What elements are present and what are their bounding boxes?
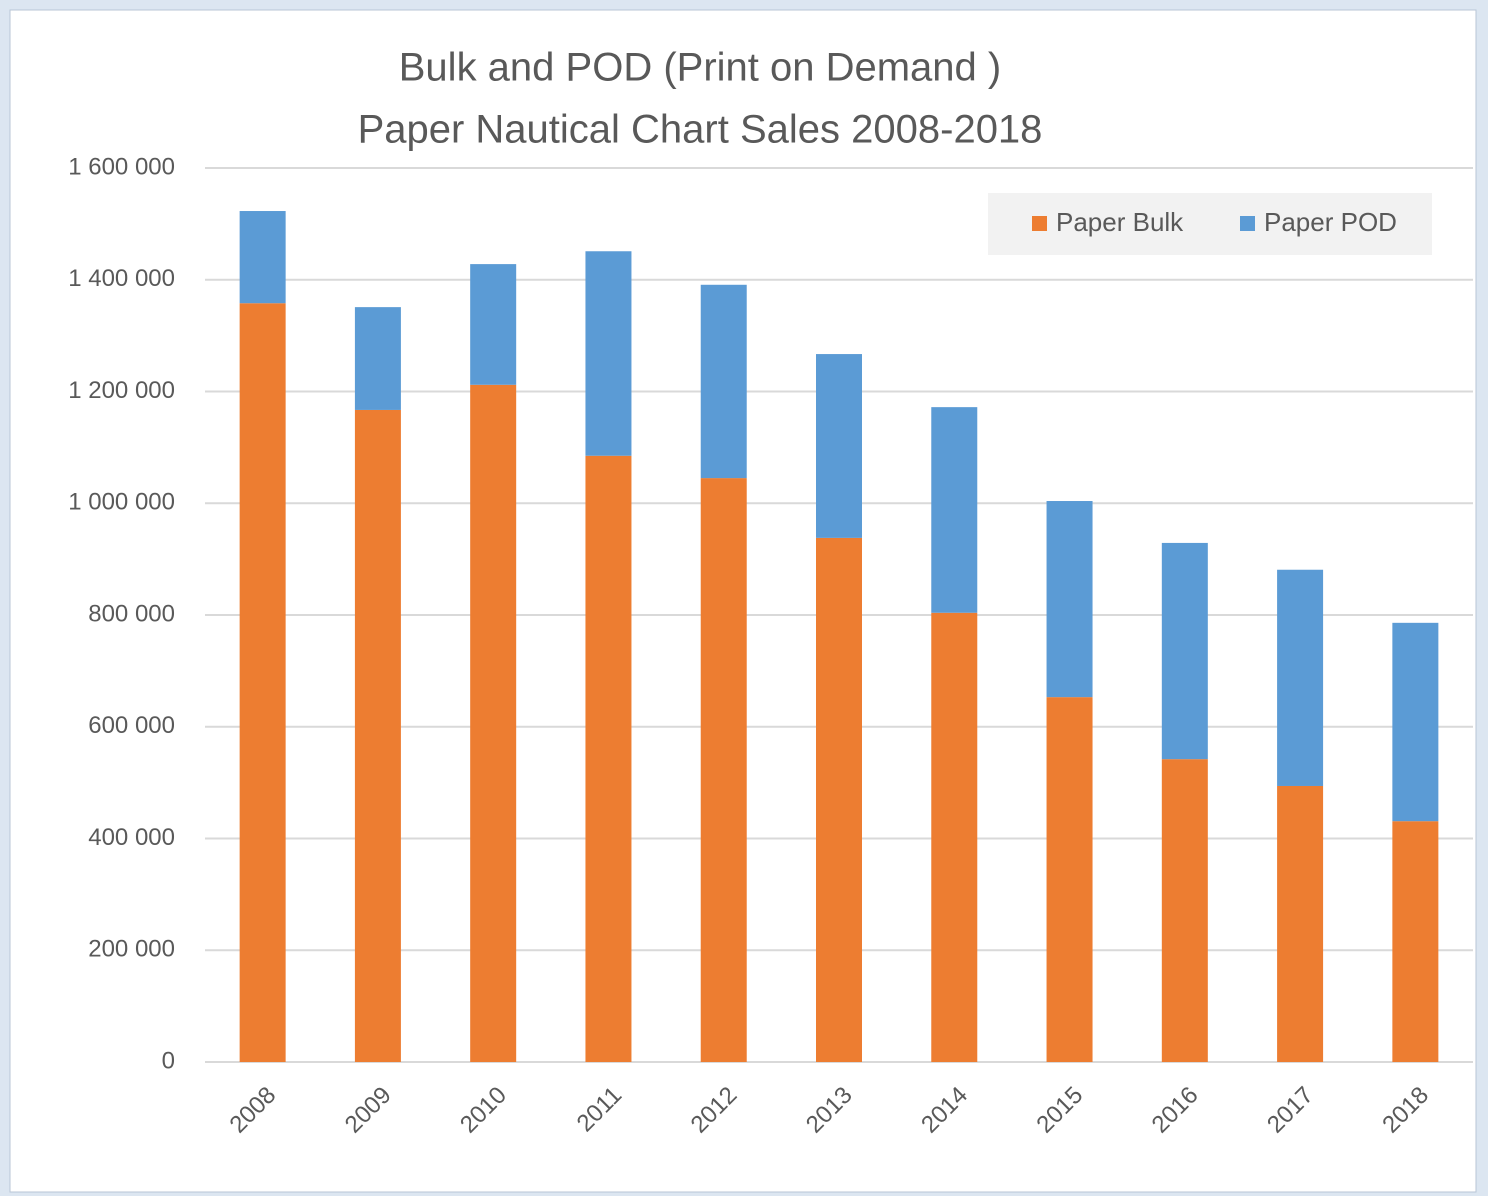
y-tick-label: 1 600 000 bbox=[68, 153, 175, 180]
bar-segment bbox=[700, 284, 747, 479]
y-tick-label: 600 000 bbox=[88, 712, 175, 739]
legend-label: Paper Bulk bbox=[1056, 207, 1184, 237]
bar-segment bbox=[1277, 785, 1324, 1062]
chart-title: Bulk and POD (Print on Demand ) bbox=[399, 46, 1001, 90]
y-tick-label: 1 000 000 bbox=[68, 489, 175, 516]
y-tick-label: 0 bbox=[162, 1047, 175, 1074]
y-tick-label: 200 000 bbox=[88, 936, 175, 963]
y-tick-label: 400 000 bbox=[88, 824, 175, 851]
bar-segment bbox=[239, 303, 286, 1062]
legend-swatch bbox=[1032, 216, 1047, 231]
bar-segment bbox=[470, 384, 517, 1062]
y-tick-label: 1 200 000 bbox=[68, 377, 175, 404]
bar-segment bbox=[816, 354, 862, 538]
bar-segment bbox=[1046, 697, 1093, 1062]
bar-segment bbox=[470, 264, 517, 385]
bar-segment bbox=[585, 455, 632, 1063]
bar-segment bbox=[1161, 542, 1208, 760]
bar-segment bbox=[816, 537, 862, 1062]
bar-segment bbox=[585, 251, 632, 456]
chart-title: Paper Nautical Chart Sales 2008-2018 bbox=[358, 108, 1043, 152]
bar-segment bbox=[931, 612, 978, 1062]
bar-segment bbox=[1392, 821, 1439, 1062]
bar-segment bbox=[1046, 501, 1093, 698]
bar-segment bbox=[354, 307, 401, 410]
bar-segment bbox=[1161, 759, 1208, 1062]
legend-swatch bbox=[1240, 216, 1255, 231]
y-tick-label: 800 000 bbox=[88, 600, 175, 627]
legend-label: Paper POD bbox=[1264, 207, 1397, 237]
bar-segment bbox=[239, 211, 286, 304]
legend-box bbox=[988, 193, 1432, 255]
bar-segment bbox=[931, 407, 978, 613]
bar-segment bbox=[1392, 622, 1439, 822]
y-tick-label: 1 400 000 bbox=[68, 265, 175, 292]
bar-segment bbox=[700, 478, 747, 1062]
bar-segment bbox=[1277, 569, 1324, 786]
bar-segment bbox=[354, 409, 401, 1063]
